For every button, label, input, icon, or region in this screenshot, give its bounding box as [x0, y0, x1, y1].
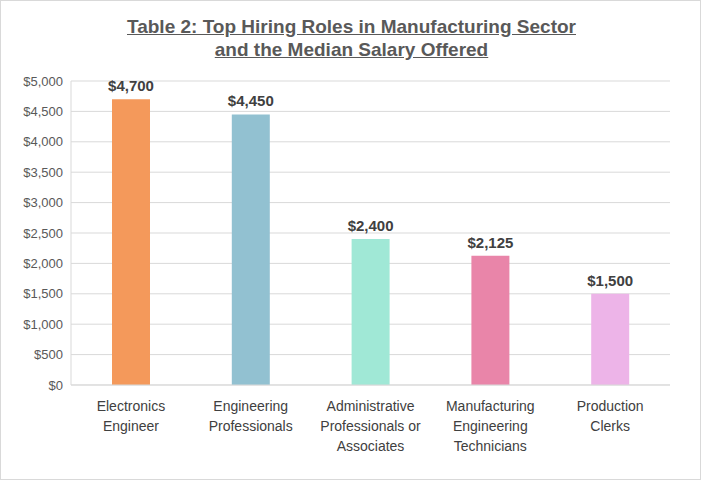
svg-text:AdministrativeProfessionals or: AdministrativeProfessionals orAssociates	[320, 398, 421, 454]
svg-text:$4,500: $4,500	[23, 104, 63, 119]
svg-text:$4,000: $4,000	[23, 134, 63, 149]
svg-text:ManufacturingEngineeringTechni: ManufacturingEngineeringTechnicians	[446, 398, 535, 454]
svg-text:$1,000: $1,000	[23, 317, 63, 332]
svg-text:$2,500: $2,500	[23, 226, 63, 241]
svg-text:EngineeringProfessionals: EngineeringProfessionals	[209, 398, 293, 434]
svg-text:ProductionClerks: ProductionClerks	[577, 398, 644, 434]
svg-text:$3,500: $3,500	[23, 165, 63, 180]
svg-text:ElectronicsEngineer: ElectronicsEngineer	[97, 398, 165, 434]
svg-text:$0: $0	[49, 378, 63, 393]
html-text:and the Median Salary Offered: and the Median Salary Offered	[214, 39, 489, 60]
svg-text:$2,400: $2,400	[348, 217, 394, 234]
svg-text:$1,500: $1,500	[587, 272, 633, 289]
svg-text:$2,000: $2,000	[23, 256, 63, 271]
svg-text:$1,500: $1,500	[23, 286, 63, 301]
html-text:Table 2: Top Hiring Roles in M: Table 2: Top Hiring Roles in Manufacturi…	[127, 16, 576, 37]
svg-text:$3,000: $3,000	[23, 195, 63, 210]
svg-text:$2,125: $2,125	[467, 234, 513, 251]
svg-text:$4,700: $4,700	[108, 77, 154, 94]
svg-text:$4,450: $4,450	[228, 92, 274, 109]
svg-text:$5,000: $5,000	[23, 74, 63, 89]
svg-text:$500: $500	[34, 347, 63, 362]
